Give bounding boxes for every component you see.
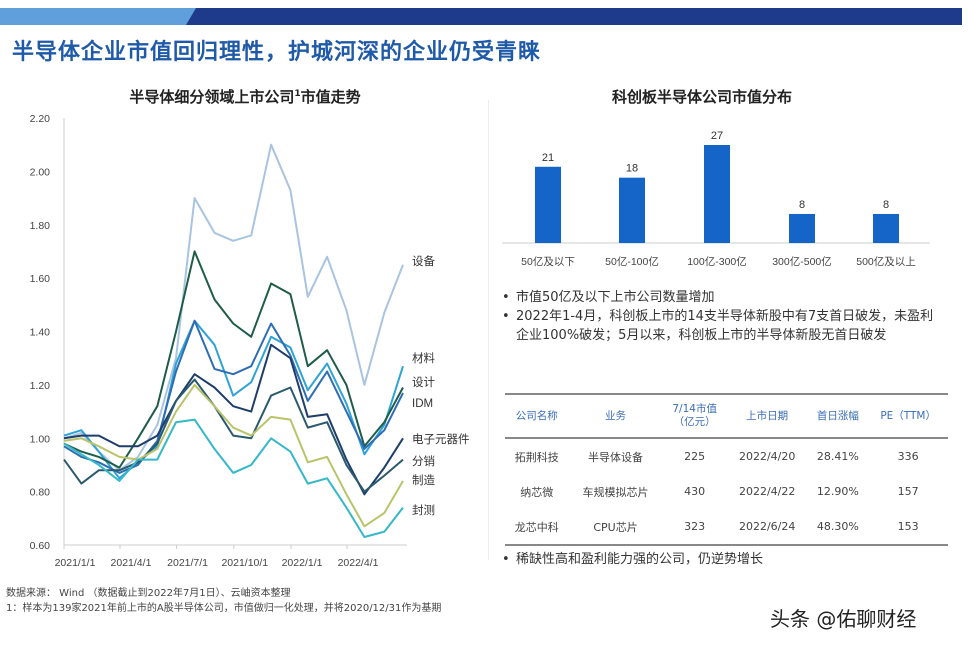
series-line-2 <box>63 319 404 480</box>
bar-chart: 21 50亿及以下 18 50亿-100亿 27 100亿-300亿 8 300亿-500亿 8… <box>502 130 930 268</box>
bar-2 <box>619 177 645 243</box>
bar-value-label: 18 <box>626 163 638 175</box>
cell-listing-date: 2022/4/22 <box>738 485 796 498</box>
cell-market-cap: 225 <box>684 450 706 463</box>
x-tick-label: 2022/4/1 <box>338 557 379 569</box>
bar-value-label: 8 <box>883 199 889 211</box>
left-chart-title: 半导体细分领域上市公司1市值走势 <box>129 86 360 107</box>
series-line-3 <box>63 250 404 469</box>
bullets-top: 市值50亿及以下上市公司数量增加 2022年1-4月，科创板上市的14支半导体新… <box>500 288 940 345</box>
cell-first-day-gain: 28.41% <box>816 450 859 463</box>
bar-value-label: 8 <box>799 199 805 211</box>
bar-5 <box>873 213 899 243</box>
bullet-item: 稀缺性高和盈利能力强的公司，仍逆势增长 <box>500 550 940 569</box>
y-tick-label: 1.40 <box>30 327 51 339</box>
series-label: IDM <box>412 398 433 410</box>
table-header-row: 公司名称 业务 7/14市值 （亿元） 上市日期 首日涨幅 PE（TTM） <box>505 393 948 439</box>
col-market-cap: 7/14市值 （亿元） <box>662 393 727 439</box>
series-line-8 <box>63 418 404 538</box>
cell-market-cap: 323 <box>662 509 727 546</box>
y-tick-label: 0.80 <box>30 487 51 499</box>
y-tick-label: 1.00 <box>30 433 51 445</box>
y-tick-label: 2.20 <box>30 113 51 125</box>
bullet-item: 2022年1-4月，科创板上市的14支半导体新股中有7支首日破发，未盈利企业10… <box>500 307 940 345</box>
line-chart: 0.60 0.80 1.00 1.20 1.40 1.60 1.80 2.00 2.20 2021… <box>30 113 470 569</box>
data-source: 数据来源： Wind （数据截止到2022年7月1日）、云岫资本整理 <box>6 588 291 599</box>
x-tick-label: 2021/4/1 <box>111 557 152 569</box>
bullet-item: 市值50亿及以下上市公司数量增加 <box>500 288 940 307</box>
x-tick-label: 2021/1/1 <box>55 557 96 569</box>
ipo-table: 公司名称 业务 7/14市值 （亿元） 上市日期 首日涨幅 PE（TTM） 拓荆… <box>505 393 948 546</box>
x-tick-label: 2021/7/1 <box>167 557 208 569</box>
series-label: 设计 <box>412 376 435 389</box>
bar-4 <box>789 213 815 243</box>
cell-company: 龙芯中科 <box>505 509 569 546</box>
cell-first-day-gain: 12.90% <box>816 485 859 498</box>
series-label: 设备 <box>412 254 435 268</box>
series-label: 电子元器件 <box>412 432 470 446</box>
category-label: 500亿及以上 <box>856 255 916 268</box>
category-label: 50亿及以下 <box>521 255 575 268</box>
col-business: 业务 <box>568 393 663 439</box>
table-row: 纳芯微 车规模拟芯片 430 2022/4/22 12.90% 157 <box>505 474 948 509</box>
series-label: 封测 <box>412 503 435 517</box>
col-listing-date: 上市日期 <box>726 393 808 439</box>
y-tick-label: 1.60 <box>30 273 51 285</box>
x-tick-label: 2022/1/1 <box>282 557 323 569</box>
cell-listing-date: 2022/6/24 <box>726 509 808 546</box>
x-tick-label: 2021/10/1 <box>221 557 268 569</box>
cell-first-day-gain: 48.30% <box>807 509 869 546</box>
bar-1 <box>535 166 561 243</box>
banner-light <box>0 8 196 25</box>
footnote: 1：样本为139家2021年前上市的A股半导体公司，市值做归一化处理，并将202… <box>6 603 442 614</box>
bullet-bottom: 稀缺性高和盈利能力强的公司，仍逆势增长 <box>500 550 940 569</box>
right-chart-title: 科创板半导体公司市值分布 <box>611 88 793 106</box>
y-tick-label: 2.00 <box>30 166 51 178</box>
col-company: 公司名称 <box>505 393 569 439</box>
page-title: 半导体企业市值回归理性，护城河深的企业仍受青睐 <box>12 40 542 65</box>
col-pe: PE（TTM） <box>868 393 948 439</box>
y-tick-label: 0.60 <box>30 540 51 552</box>
series-label: 分销 <box>412 454 435 468</box>
watermark: 头条 @佑聊财经 <box>770 607 917 631</box>
cell-listing-date: 2022/4/20 <box>738 450 796 463</box>
col-first-day-gain: 首日涨幅 <box>807 393 869 439</box>
y-tick-label: 1.20 <box>30 380 51 392</box>
cell-pe: 157 <box>897 485 919 498</box>
cell-pe: 153 <box>868 509 948 546</box>
left-chart-title-text: 半导体细分领域上市公司 <box>129 88 295 106</box>
table-row: 龙芯中科 CPU芯片 323 2022/6/24 48.30% 153 <box>505 509 948 546</box>
divider <box>488 100 489 560</box>
category-label: 50亿-100亿 <box>605 255 659 268</box>
bar-value-label: 21 <box>542 152 554 164</box>
cell-business: CPU芯片 <box>568 509 663 546</box>
series-label: 制造 <box>412 473 435 487</box>
category-label: 100亿-300亿 <box>687 255 747 268</box>
y-tick-label: 1.80 <box>30 220 51 232</box>
category-label: 300亿-500亿 <box>772 255 832 268</box>
series-label: 材料 <box>412 351 435 365</box>
cell-company: 纳芯微 <box>520 485 554 499</box>
series-line-5 <box>63 343 404 496</box>
bar-3 <box>704 145 730 243</box>
cell-company: 拓荆科技 <box>514 450 559 464</box>
series-line-6 <box>63 378 404 493</box>
cell-pe: 336 <box>897 450 919 463</box>
cell-business: 半导体设备 <box>588 450 644 464</box>
series-line-4 <box>63 319 404 474</box>
series-line-7 <box>63 383 404 528</box>
table-row: 拓荆科技 半导体设备 225 2022/4/20 28.41% 336 <box>505 438 948 474</box>
cell-business: 车规模拟芯片 <box>582 485 649 499</box>
bar-value-label: 27 <box>711 130 723 142</box>
header-banner <box>0 8 962 25</box>
footnote-marker: 1 <box>294 89 301 99</box>
left-chart-title-tail: 市值走势 <box>300 88 361 106</box>
banner-dark <box>0 8 962 25</box>
cell-market-cap: 430 <box>684 485 706 498</box>
